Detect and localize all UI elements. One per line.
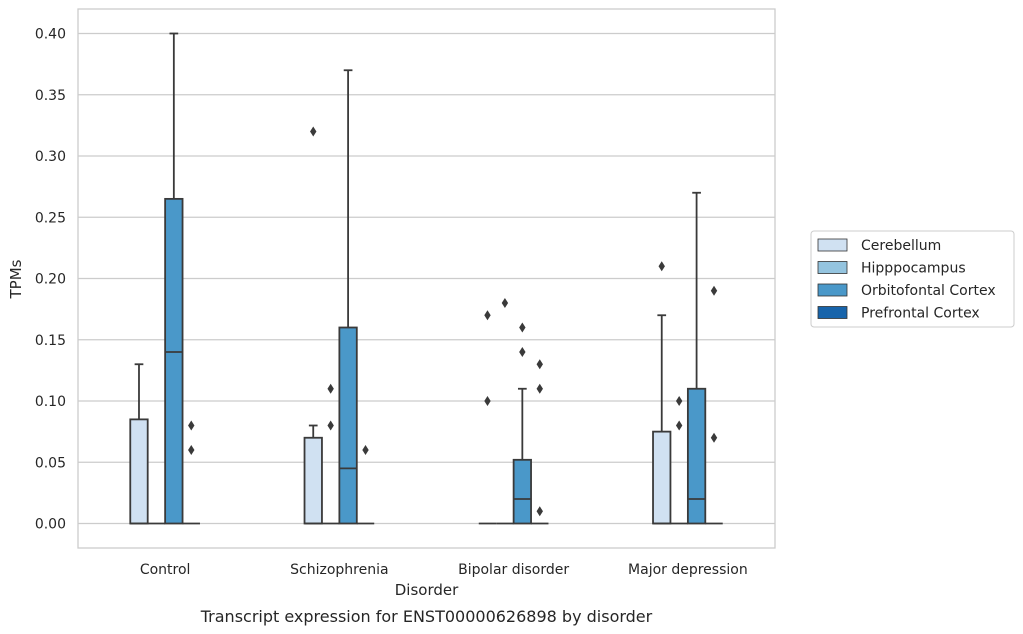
box-rect	[164, 197, 184, 525]
y-axis-label: TPMs	[7, 259, 25, 299]
outlier-point	[327, 383, 334, 394]
outlier-point	[675, 396, 683, 406]
y-tick-label: 0.00	[35, 517, 66, 533]
box-1-3	[356, 445, 375, 525]
legend: Cerebellum Hipppocampus Orbitofontal Corte…	[810, 230, 1015, 328]
outlier-point	[519, 347, 526, 357]
x-axis-label: Disorder	[395, 581, 459, 599]
y-tick-label: 0.35	[35, 88, 66, 104]
outlier-point	[519, 322, 526, 333]
box-3-3	[705, 285, 723, 525]
legend-label: Cerebellum	[861, 238, 941, 254]
box-0-2	[164, 32, 184, 525]
legend-swatch	[817, 283, 848, 297]
outlier-point	[327, 420, 334, 431]
box-1-0	[303, 126, 323, 525]
legend-frame	[810, 230, 1015, 328]
y-tick-label: 0.40	[35, 27, 66, 43]
box-rect	[686, 387, 707, 525]
box-rect	[129, 418, 149, 525]
outlier-point	[675, 420, 683, 431]
legend-label: Orbitofontal Cortex	[861, 283, 996, 299]
box-3-0	[652, 261, 672, 525]
box-1-1	[321, 383, 340, 525]
plot-frame	[77, 8, 776, 549]
box-rect	[512, 458, 532, 525]
x-axis-ticks: Control Schizophrenia Bipolar disorder Majo…	[140, 562, 748, 578]
legend-label: Prefrontal Cortex	[861, 306, 980, 322]
box-0-0	[129, 363, 149, 525]
x-tick-label: Major depression	[628, 562, 748, 578]
outlier-point	[484, 396, 491, 406]
legend-swatch	[817, 306, 848, 319]
outlier-point	[710, 285, 718, 296]
box-rect	[338, 326, 358, 525]
legend-label: Hipppocampus	[861, 261, 966, 277]
box-2-3	[531, 359, 549, 525]
y-tick-label: 0.05	[35, 455, 66, 471]
box-rect	[652, 430, 672, 525]
box-0-3	[182, 420, 200, 525]
outlier-point	[658, 261, 665, 272]
outlier-point	[310, 126, 317, 137]
box-1-2	[338, 69, 358, 525]
outlier-point	[484, 310, 491, 321]
outlier-point	[188, 420, 195, 431]
box-2-1	[496, 298, 514, 525]
plot-marks	[129, 32, 723, 525]
box-rect	[303, 436, 323, 525]
x-tick-label: Schizophrenia	[290, 562, 388, 578]
outlier-point	[536, 383, 543, 394]
y-tick-label: 0.20	[35, 272, 66, 288]
box-2-0	[478, 310, 497, 525]
legend-swatch	[817, 261, 848, 274]
outlier-point	[362, 445, 369, 455]
y-tick-label: 0.30	[35, 149, 66, 165]
chart-caption: Transcript expression for ENST0000062689…	[200, 607, 653, 626]
x-tick-label: Bipolar disorder	[458, 562, 569, 578]
outlier-point	[536, 359, 543, 370]
x-tick-label: Control	[140, 562, 191, 578]
y-tick-label: 0.15	[35, 333, 66, 349]
y-tick-label: 0.10	[35, 394, 66, 410]
box-3-2	[686, 191, 707, 525]
outlier-point	[710, 432, 718, 443]
y-tick-label: 0.25	[35, 210, 66, 226]
box-2-2	[512, 322, 532, 525]
y-axis-ticks: 0.00 0.05 0.10 0.15 0.20 0.25 0.30 0.35 0.40	[35, 27, 66, 533]
box-3-1	[670, 396, 688, 525]
outlier-point	[536, 506, 543, 517]
outlier-point	[188, 445, 195, 455]
outlier-point	[501, 298, 509, 308]
legend-swatch	[817, 238, 848, 252]
